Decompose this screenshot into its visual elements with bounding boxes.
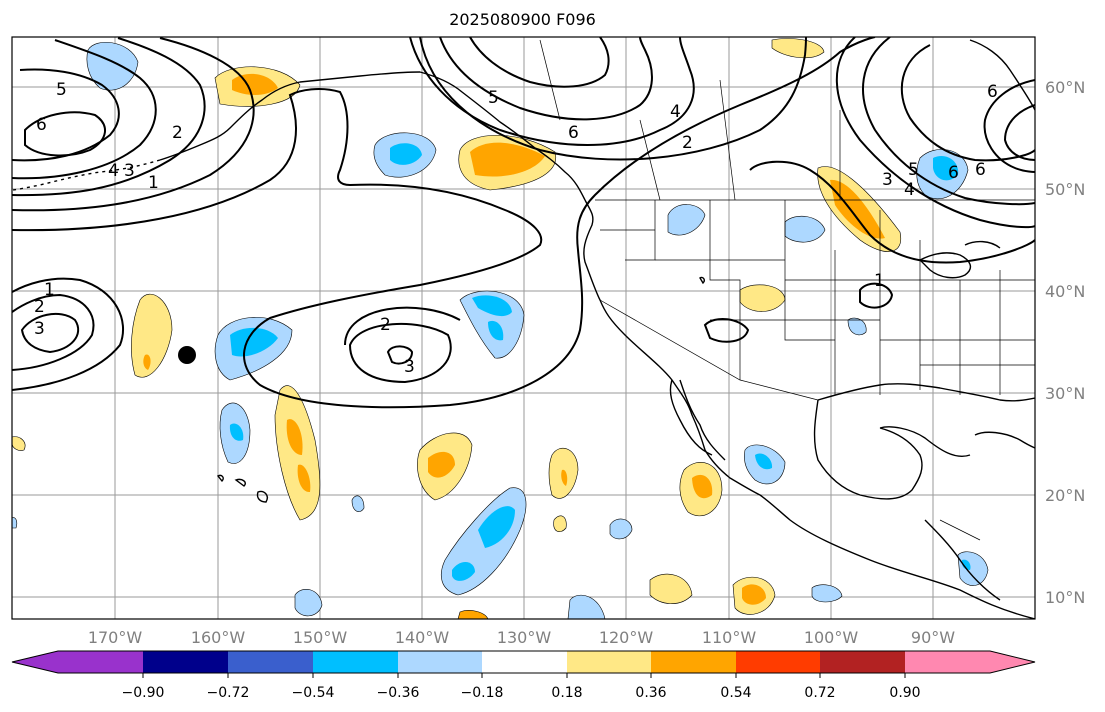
contour-label: 5 xyxy=(908,160,919,180)
contour-label: 4 xyxy=(904,180,915,200)
colorbar-label: 0.54 xyxy=(720,685,751,701)
colorbar-label: 0.90 xyxy=(889,685,920,701)
colorbar-segment xyxy=(820,651,905,673)
lon-label: 100°W xyxy=(804,628,859,647)
longitude-labels: 170°W 160°W 150°W 140°W 130°W 120°W 110°… xyxy=(88,628,955,647)
lat-label: 50°N xyxy=(1045,180,1085,199)
contour-label: 6 xyxy=(975,160,986,180)
colorbar-segment xyxy=(990,651,1035,673)
contour-label: 5 xyxy=(488,88,499,108)
colorbar-label: −0.90 xyxy=(122,685,165,701)
contour-label: 6 xyxy=(36,115,47,135)
political-borders xyxy=(539,39,1035,541)
lon-label: 140°W xyxy=(395,628,450,647)
colorbar-label: 0.18 xyxy=(551,685,582,701)
colorbar-segment xyxy=(12,651,58,673)
location-marker xyxy=(178,346,196,364)
contour-label: 2 xyxy=(682,133,693,153)
contour-label: 1 xyxy=(874,271,885,291)
lat-label: 40°N xyxy=(1045,282,1085,301)
contour-label: 2 xyxy=(172,123,183,143)
lon-label: 150°W xyxy=(293,628,348,647)
contour-labels: 5 6 2 4 3 1 5 6 2 4 6 6 5 4 3 6 1 2 3 2 … xyxy=(34,80,998,377)
colorbar-segment xyxy=(313,651,398,673)
colorbar-segment xyxy=(58,651,143,673)
negative-anomalies xyxy=(12,42,989,619)
lon-label: 90°W xyxy=(911,628,955,647)
lon-label: 130°W xyxy=(497,628,552,647)
contour-label: 2 xyxy=(380,315,391,335)
colorbar-label: −0.18 xyxy=(461,685,504,701)
gridlines xyxy=(12,37,1035,619)
lon-label: 120°W xyxy=(599,628,654,647)
latitude-labels: 60°N 50°N 40°N 30°N 20°N 10°N xyxy=(1045,78,1085,607)
contour-label: 3 xyxy=(34,319,45,339)
contour-label: 4 xyxy=(670,102,681,122)
colorbar-label: −0.54 xyxy=(292,685,335,701)
contour-label: 5 xyxy=(56,80,67,100)
colorbar-label: 0.72 xyxy=(804,685,835,701)
contour-label: 4 xyxy=(108,161,119,181)
contour-label: 2 xyxy=(34,297,45,317)
colorbar-segment xyxy=(482,651,567,673)
contour-label: 6 xyxy=(987,82,998,102)
colorbar: −0.90 −0.72 −0.54 −0.36 −0.18 0.18 0.36 … xyxy=(11,650,1036,701)
colorbar-label: 0.36 xyxy=(635,685,666,701)
contour-label: 1 xyxy=(44,280,55,300)
contour-label: 3 xyxy=(882,170,893,190)
colorbar-segment xyxy=(228,651,313,673)
colorbar-segment xyxy=(736,651,820,673)
lon-label: 170°W xyxy=(88,628,143,647)
lat-label: 20°N xyxy=(1045,486,1085,505)
colorbar-segment xyxy=(651,651,736,673)
lon-label: 160°W xyxy=(191,628,246,647)
contour-label: 3 xyxy=(404,357,415,377)
colorbar-segment xyxy=(398,651,482,673)
lat-label: 30°N xyxy=(1045,384,1085,403)
contour-label: 3 xyxy=(124,161,135,181)
map-frame xyxy=(11,36,1036,620)
colorbar-label: −0.36 xyxy=(377,685,420,701)
lon-label: 110°W xyxy=(702,628,757,647)
colorbar-segment xyxy=(143,651,228,673)
lat-label: 10°N xyxy=(1045,588,1085,607)
contour-label: 6 xyxy=(568,123,579,143)
colorbar-segment xyxy=(567,651,651,673)
contours xyxy=(12,37,1035,409)
colorbar-label: −0.72 xyxy=(207,685,250,701)
contour-label: 6 xyxy=(948,163,959,183)
contour-label: 1 xyxy=(148,173,159,193)
map-title: 2025080900 F096 xyxy=(449,10,596,29)
colorbar-segment xyxy=(905,651,990,673)
lat-label: 60°N xyxy=(1045,78,1085,97)
